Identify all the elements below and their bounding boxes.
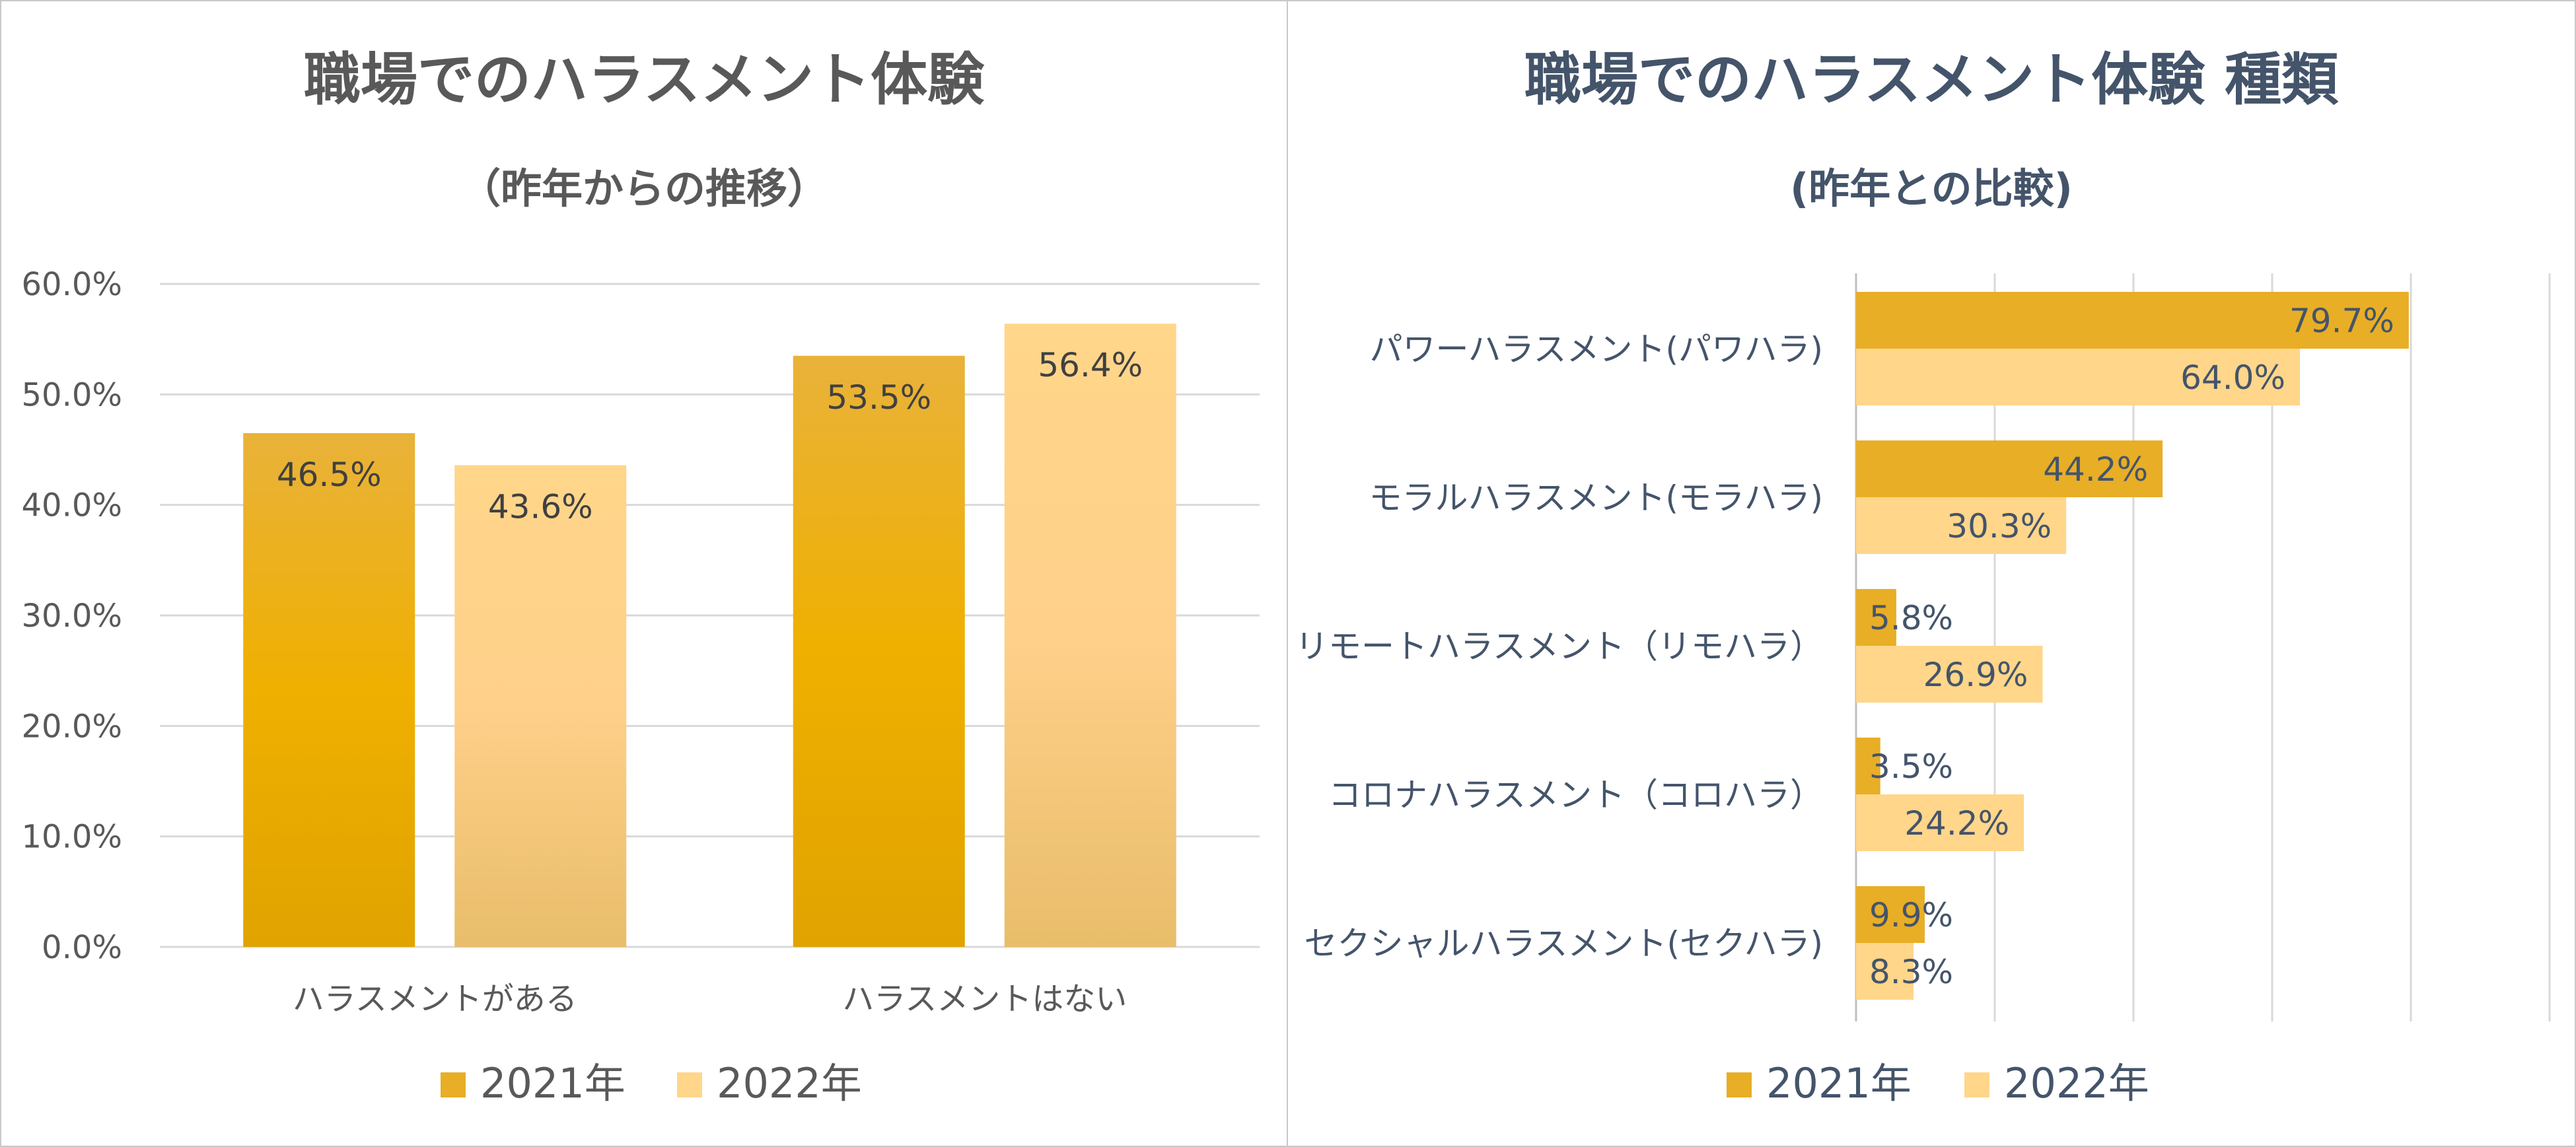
data-label: 8.3% — [1869, 953, 1953, 991]
left-legend: 2021年 2022年 — [441, 1059, 862, 1107]
hbar-2021-4 — [1856, 886, 1925, 943]
data-label: 5.8% — [1869, 599, 1953, 637]
hbar-2022-3 — [1856, 794, 2024, 851]
y-tick-label: 60.0% — [22, 266, 122, 303]
right-chart-panel: 職場でのハラスメント体験 種類 (昨年との比較) 79.7% 64.0% 44.2%… — [1287, 0, 2576, 1147]
legend-swatch-2021 — [441, 1072, 466, 1097]
bar-2022-1 — [1004, 324, 1176, 947]
bar-2021-0 — [243, 433, 415, 947]
left-chart-title: 職場でのハラスメント体験 — [304, 47, 985, 113]
hbar-2021-0 — [1856, 292, 2409, 349]
right-y-axis: パワーハラスメント(パワハラ) モラルハラスメント(モラハラ) リモートハラスメント… — [1295, 330, 1823, 963]
data-label: 46.5% — [277, 456, 382, 494]
y-tick-label: 50.0% — [22, 376, 122, 413]
data-label: 43.6% — [488, 487, 593, 526]
legend-swatch-2022 — [677, 1072, 702, 1097]
y-tick-label: 0.0% — [42, 929, 122, 966]
y-category-label: パワーハラスメント(パワハラ) — [1369, 330, 1823, 368]
y-tick-label: 20.0% — [22, 708, 122, 745]
data-label: 56.4% — [1038, 346, 1143, 384]
legend-label-2021: 2021年 — [1766, 1059, 1912, 1107]
hbar-2021-2 — [1856, 589, 1896, 646]
data-label: 9.9% — [1869, 896, 1953, 934]
hbar-2022-0 — [1856, 349, 2300, 405]
y-tick-label: 40.0% — [22, 487, 122, 524]
data-label: 3.5% — [1869, 747, 1953, 786]
left-y-axis: 0.0% 10.0% 20.0% 30.0% 40.0% 50.0% 60.0% — [22, 266, 122, 966]
hbar-2022-2 — [1856, 646, 2043, 703]
data-label: 26.9% — [1923, 656, 2028, 694]
hbar-2022-1 — [1856, 497, 2067, 554]
left-chart-panel: 職場でのハラスメント体験 （昨年からの推移） 0.0% 10.0% 20.0% 30.… — [0, 0, 1288, 1147]
bar-2021-1 — [793, 355, 965, 947]
right-legend: 2021年 2022年 — [1727, 1059, 2149, 1107]
bar-2022-0 — [454, 465, 627, 947]
right-chart-svg: 職場でのハラスメント体験 種類 (昨年との比較) 79.7%64.0% 44.2%… — [1295, 47, 2551, 1107]
y-category-label: コロナハラスメント（コロハラ） — [1328, 776, 1823, 814]
left-chart-svg: 職場でのハラスメント体験 （昨年からの推移） 0.0% 10.0% 20.0% 30.… — [22, 47, 1260, 1107]
hbar-2021-1 — [1856, 440, 2163, 497]
data-label: 79.7% — [2289, 302, 2394, 340]
right-chart-title: 職場でのハラスメント体験 種類 — [1524, 47, 2339, 113]
x-category-label: ハラスメントがある — [293, 981, 577, 1018]
y-category-label: モラルハラスメント(モラハラ) — [1369, 479, 1823, 517]
hbar-2022-4 — [1856, 943, 1914, 1000]
legend-swatch-2022 — [1964, 1072, 1989, 1097]
left-bars: 46.5% 43.6% 53.5% 56.4% — [243, 324, 1176, 947]
y-category-label: セクシャルハラスメント(セクハラ) — [1304, 924, 1823, 963]
data-label: 64.0% — [2180, 359, 2285, 397]
data-label: 44.2% — [2043, 450, 2148, 489]
hbar-2021-3 — [1856, 738, 1880, 794]
y-category-label: リモートハラスメント（リモハラ） — [1295, 627, 1823, 666]
data-label: 53.5% — [826, 378, 931, 417]
legend-label-2022: 2022年 — [2004, 1059, 2149, 1107]
left-x-axis: ハラスメントがある ハラスメントはない — [293, 981, 1127, 1018]
left-chart-subtitle: （昨年からの推移） — [460, 164, 828, 213]
legend-label-2022: 2022年 — [717, 1059, 862, 1107]
y-tick-label: 30.0% — [22, 598, 122, 635]
legend-swatch-2021 — [1727, 1072, 1752, 1097]
right-chart-subtitle: (昨年との比較) — [1790, 164, 2073, 213]
x-category-label: ハラスメントはない — [842, 981, 1127, 1018]
y-tick-label: 10.0% — [22, 819, 122, 856]
data-label: 30.3% — [1947, 507, 2052, 545]
legend-label-2021: 2021年 — [480, 1059, 626, 1107]
right-bars: 79.7%64.0% 44.2% 30.3% 5.8% 26.9% 3.5% 24.2% 9.… — [1856, 292, 2409, 1000]
data-label: 24.2% — [1904, 804, 2009, 843]
